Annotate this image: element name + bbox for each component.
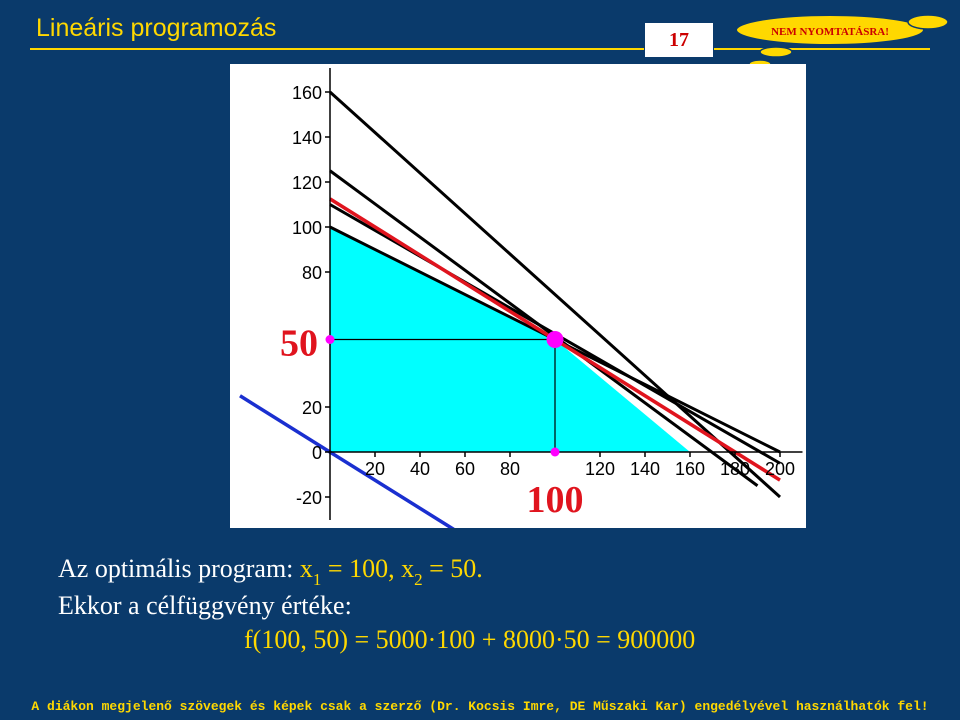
- y-tick-label: 160: [292, 83, 322, 103]
- chart: 160 140 120 100 80 20 0 -20 20 40 60 80 120 140 160 180…: [230, 64, 806, 528]
- x-tick-label: 60: [455, 459, 475, 479]
- optimum-x-label: 100: [527, 479, 584, 521]
- y-tick-label: 20: [302, 398, 322, 418]
- result-text: Az optimális program: x1 = 100, x2 = 50.…: [58, 552, 695, 657]
- x2-value: = 50.: [422, 554, 483, 583]
- seal-text: NEM NYOMTATÁSRA!: [771, 26, 889, 38]
- constraint-line-2: [328, 90, 782, 499]
- x-tick-label: 120: [585, 459, 615, 479]
- title-underline: [30, 48, 930, 50]
- x-tick-label: 160: [675, 459, 705, 479]
- slide-title: Lineáris programozás: [36, 14, 277, 42]
- x-tick-label: 200: [765, 459, 795, 479]
- objective-value-label: Ekkor a célfüggvény értéke:: [58, 591, 352, 620]
- optimum-y-label: 50: [280, 323, 318, 365]
- optimal-label: Az optimális program:: [58, 554, 300, 583]
- optimal-program-line: Az optimális program: x1 = 100, x2 = 50.: [58, 552, 695, 589]
- x-tick-label: 20: [365, 459, 385, 479]
- objective-formula: f(100, 50) = 5000·100 + 8000·50 = 900000: [244, 625, 696, 654]
- y-tick-label: 0: [312, 443, 322, 463]
- seal-dot-1: [907, 14, 949, 30]
- seal-dot-2: [759, 46, 793, 58]
- optimum-y-projection: [325, 335, 335, 344]
- x1-subscript: 1: [312, 570, 322, 589]
- optimum-point: [546, 331, 564, 348]
- zero-objective-line: [239, 394, 455, 528]
- optimum-x-projection: [550, 447, 560, 457]
- seal-ellipse: [735, 14, 925, 46]
- page-number: 17: [644, 22, 714, 58]
- y-tick-label: -20: [296, 488, 322, 508]
- x-tick-label: 40: [410, 459, 430, 479]
- x-tick-label: 140: [630, 459, 660, 479]
- y-tick-label: 100: [292, 218, 322, 238]
- x1-symbol: x: [299, 554, 313, 583]
- x-tick-label: 80: [500, 459, 520, 479]
- x2-symbol: x: [401, 554, 415, 583]
- x1-value: = 100,: [321, 554, 402, 583]
- not-for-print-seal: NEM NYOMTATÁSRA!: [735, 14, 949, 69]
- y-tick-label: 140: [292, 128, 322, 148]
- x-tick-label: 180: [720, 459, 750, 479]
- y-tick-label: 80: [302, 263, 322, 283]
- copyright-footer: A diákon megjelenő szövegek és képek csa…: [31, 699, 929, 714]
- x2-subscript: 2: [414, 570, 423, 589]
- y-tick-label: 120: [292, 173, 322, 193]
